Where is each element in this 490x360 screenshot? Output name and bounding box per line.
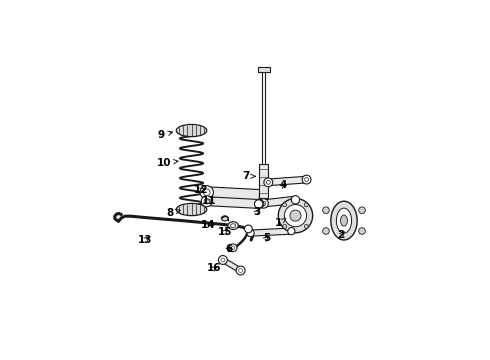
Circle shape: [305, 177, 309, 181]
Circle shape: [292, 195, 300, 204]
Bar: [258, 67, 270, 72]
Circle shape: [284, 204, 307, 227]
Bar: [259, 164, 269, 198]
Circle shape: [204, 198, 210, 204]
Circle shape: [288, 228, 295, 235]
Text: 10: 10: [157, 158, 178, 168]
Circle shape: [302, 175, 311, 184]
Polygon shape: [258, 196, 296, 208]
Bar: [262, 69, 265, 165]
Text: 12: 12: [194, 185, 208, 195]
Ellipse shape: [336, 208, 352, 233]
Circle shape: [283, 224, 287, 228]
Ellipse shape: [231, 224, 236, 228]
Text: 14: 14: [201, 220, 216, 230]
Text: 9: 9: [157, 130, 172, 140]
Text: 13: 13: [138, 235, 152, 245]
Circle shape: [359, 228, 366, 234]
Text: 6: 6: [225, 244, 233, 254]
Circle shape: [231, 246, 235, 249]
Circle shape: [245, 225, 252, 233]
Circle shape: [267, 180, 270, 184]
Text: 1: 1: [275, 219, 286, 228]
Polygon shape: [268, 176, 307, 186]
Ellipse shape: [176, 203, 207, 216]
Circle shape: [322, 228, 329, 234]
Ellipse shape: [228, 222, 238, 229]
Circle shape: [259, 199, 269, 208]
Text: 3: 3: [254, 207, 261, 217]
Circle shape: [236, 266, 245, 275]
Circle shape: [261, 201, 266, 206]
Text: 4: 4: [279, 180, 287, 190]
Polygon shape: [207, 197, 260, 208]
Circle shape: [359, 207, 366, 213]
Ellipse shape: [176, 125, 207, 136]
Circle shape: [239, 269, 243, 273]
Circle shape: [283, 203, 287, 207]
Polygon shape: [206, 187, 260, 201]
Circle shape: [200, 186, 214, 199]
Circle shape: [201, 196, 212, 207]
Circle shape: [278, 198, 313, 233]
Circle shape: [304, 224, 308, 228]
Circle shape: [304, 203, 308, 207]
Text: 16: 16: [207, 263, 222, 273]
Circle shape: [290, 210, 301, 221]
Ellipse shape: [221, 216, 228, 221]
Text: 15: 15: [218, 227, 232, 237]
Circle shape: [322, 207, 329, 213]
Polygon shape: [221, 258, 242, 273]
Circle shape: [229, 244, 237, 252]
Text: 11: 11: [202, 196, 217, 206]
Circle shape: [255, 199, 264, 208]
Circle shape: [254, 200, 263, 208]
Text: 2: 2: [338, 230, 345, 240]
Text: 7: 7: [242, 171, 255, 181]
Text: 5: 5: [263, 233, 270, 243]
Ellipse shape: [331, 201, 357, 240]
Ellipse shape: [341, 215, 347, 226]
Text: 8: 8: [167, 208, 180, 218]
Polygon shape: [250, 228, 292, 236]
Circle shape: [264, 178, 273, 187]
Circle shape: [219, 256, 227, 264]
Circle shape: [203, 189, 210, 196]
Circle shape: [221, 258, 225, 262]
Circle shape: [247, 229, 254, 237]
